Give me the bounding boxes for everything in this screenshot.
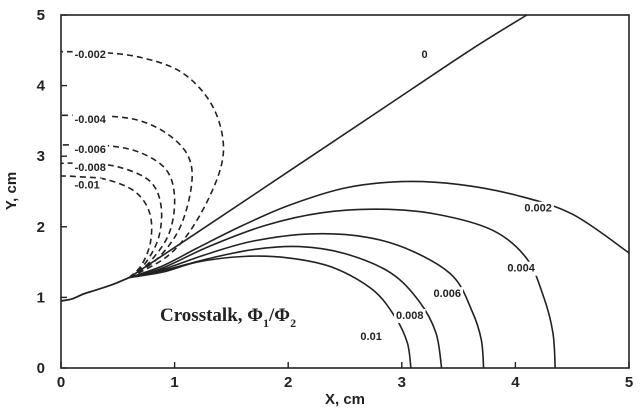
y-tick-label-4: 4 xyxy=(37,78,46,95)
contour-label-4: 0.008 xyxy=(396,310,424,322)
y-tick-label-5: 5 xyxy=(37,7,45,24)
contour-line-9 xyxy=(60,162,163,279)
axis-ticks: 0 1 2 3 4 5 0 1 2 3 4 5 xyxy=(37,7,634,391)
contour-label-bg-1 xyxy=(522,201,554,216)
contour-line-10 xyxy=(60,175,153,279)
x-tick-label-2: 2 xyxy=(284,374,292,391)
contour-label-bg-3 xyxy=(431,287,464,302)
annotation-slash: /Φ xyxy=(268,305,290,326)
x-tick-label-4: 4 xyxy=(511,374,520,391)
x-tick-label-0: 0 xyxy=(57,374,65,391)
contour-label-6: -0.002 xyxy=(75,49,106,61)
y-axis-label: Y, cm xyxy=(3,172,20,210)
annotation-main: Crosstalk, Φ xyxy=(160,305,263,326)
contour-label-bg-10 xyxy=(72,178,102,193)
x-axis-label: X, cm xyxy=(325,391,365,408)
contour-label-10: -0.01 xyxy=(75,179,100,191)
contour-labels: 0 0.002 0.004 0.006 0.008 0.01 -0.002 -0.004 -0.… xyxy=(72,47,554,345)
x-tick-label-5: 5 xyxy=(625,374,633,391)
annotation-sub2: 2 xyxy=(290,316,296,330)
contour-line-7 xyxy=(60,114,193,279)
contour-label-bg-5 xyxy=(358,330,384,345)
contour-label-8: -0.006 xyxy=(75,144,106,156)
contour-label-5: 0.01 xyxy=(360,331,381,343)
contour-line-0 xyxy=(128,14,528,279)
contour-line-2 xyxy=(128,208,556,369)
contour-lines xyxy=(60,14,630,369)
contour-label-3: 0.006 xyxy=(433,288,461,300)
contour-label-7: -0.004 xyxy=(75,114,107,126)
contour-label-bg-4 xyxy=(393,309,426,324)
contour-label-bg-2 xyxy=(505,261,538,276)
contour-label-bg-9 xyxy=(72,160,108,175)
plot-frame xyxy=(60,14,630,369)
contour-label-bg-8 xyxy=(72,143,108,158)
x-tick-label-3: 3 xyxy=(398,374,406,391)
y-tick-label-1: 1 xyxy=(37,289,45,306)
contour-label-2: 0.004 xyxy=(507,263,535,275)
contour-line-6 xyxy=(60,50,225,279)
contour-label-1: 0.002 xyxy=(524,203,552,215)
contour-label-9: -0.008 xyxy=(75,162,106,174)
contour-line-3 xyxy=(129,232,485,369)
contour-label-bg-0 xyxy=(419,47,430,62)
crosstalk-annotation: Crosstalk, Φ1/Φ2 xyxy=(160,305,296,330)
contour-line-5 xyxy=(129,255,412,369)
contour-common-stem xyxy=(60,276,130,302)
contour-label-bg-7 xyxy=(72,112,109,127)
contour-line-8 xyxy=(60,144,176,279)
y-tick-label-2: 2 xyxy=(37,219,45,236)
x-tick-label-1: 1 xyxy=(170,374,178,391)
annotation-sub1: 1 xyxy=(263,316,269,330)
contour-label-bg-6 xyxy=(72,47,108,62)
contour-line-1 xyxy=(128,180,630,279)
y-tick-label-0: 0 xyxy=(37,360,45,377)
y-tick-label-3: 3 xyxy=(37,148,45,165)
contour-label-0: 0 xyxy=(421,49,427,61)
